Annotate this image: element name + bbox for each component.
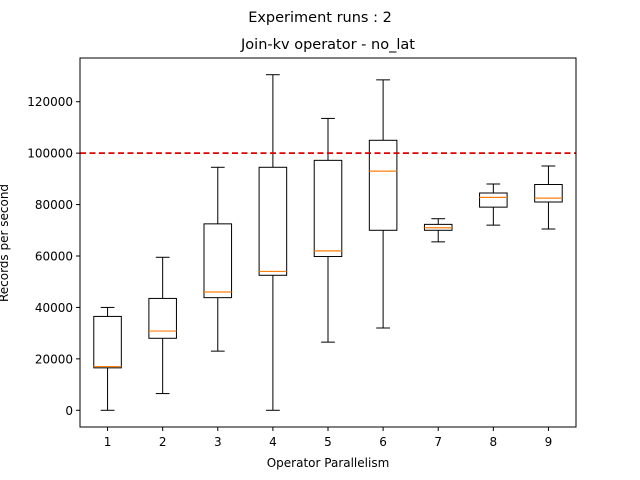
x-axis-label: Operator Parallelism (267, 456, 390, 470)
box (368, 139, 398, 231)
y-tick-label: 80000 (35, 198, 73, 212)
y-tick-label: 120000 (27, 95, 73, 109)
y-tick-label: 0 (65, 404, 73, 418)
y-tick-label: 60000 (35, 250, 73, 264)
box (258, 166, 288, 276)
x-tick-label: 6 (379, 435, 387, 449)
figure-suptitle: Experiment runs : 2 (248, 10, 392, 26)
x-tick-label: 7 (434, 435, 442, 449)
x-tick-label: 4 (269, 435, 277, 449)
x-tick-label: 8 (490, 435, 498, 449)
y-axis-label: Records per second (0, 184, 11, 302)
y-tick-label: 100000 (27, 147, 73, 161)
box (148, 297, 177, 339)
x-tick-label: 5 (324, 435, 332, 449)
plot-area: 0 20000 40000 60000 80000 100000 120000 1 2 3 4 5 6 7… (27, 74, 576, 449)
x-tick-label: 3 (214, 435, 222, 449)
x-tick-label: 9 (545, 435, 553, 449)
x-tick-label: 2 (159, 435, 167, 449)
x-tick-label: 1 (104, 435, 112, 449)
box (203, 223, 233, 299)
y-tick-label: 40000 (35, 301, 73, 315)
box (534, 184, 563, 203)
box (313, 159, 343, 258)
plot-frame (79, 57, 577, 428)
box (93, 315, 122, 369)
y-tick-label: 20000 (35, 352, 73, 366)
box (479, 192, 508, 208)
chart-title: Join-kv operator - no_lat (240, 37, 415, 53)
